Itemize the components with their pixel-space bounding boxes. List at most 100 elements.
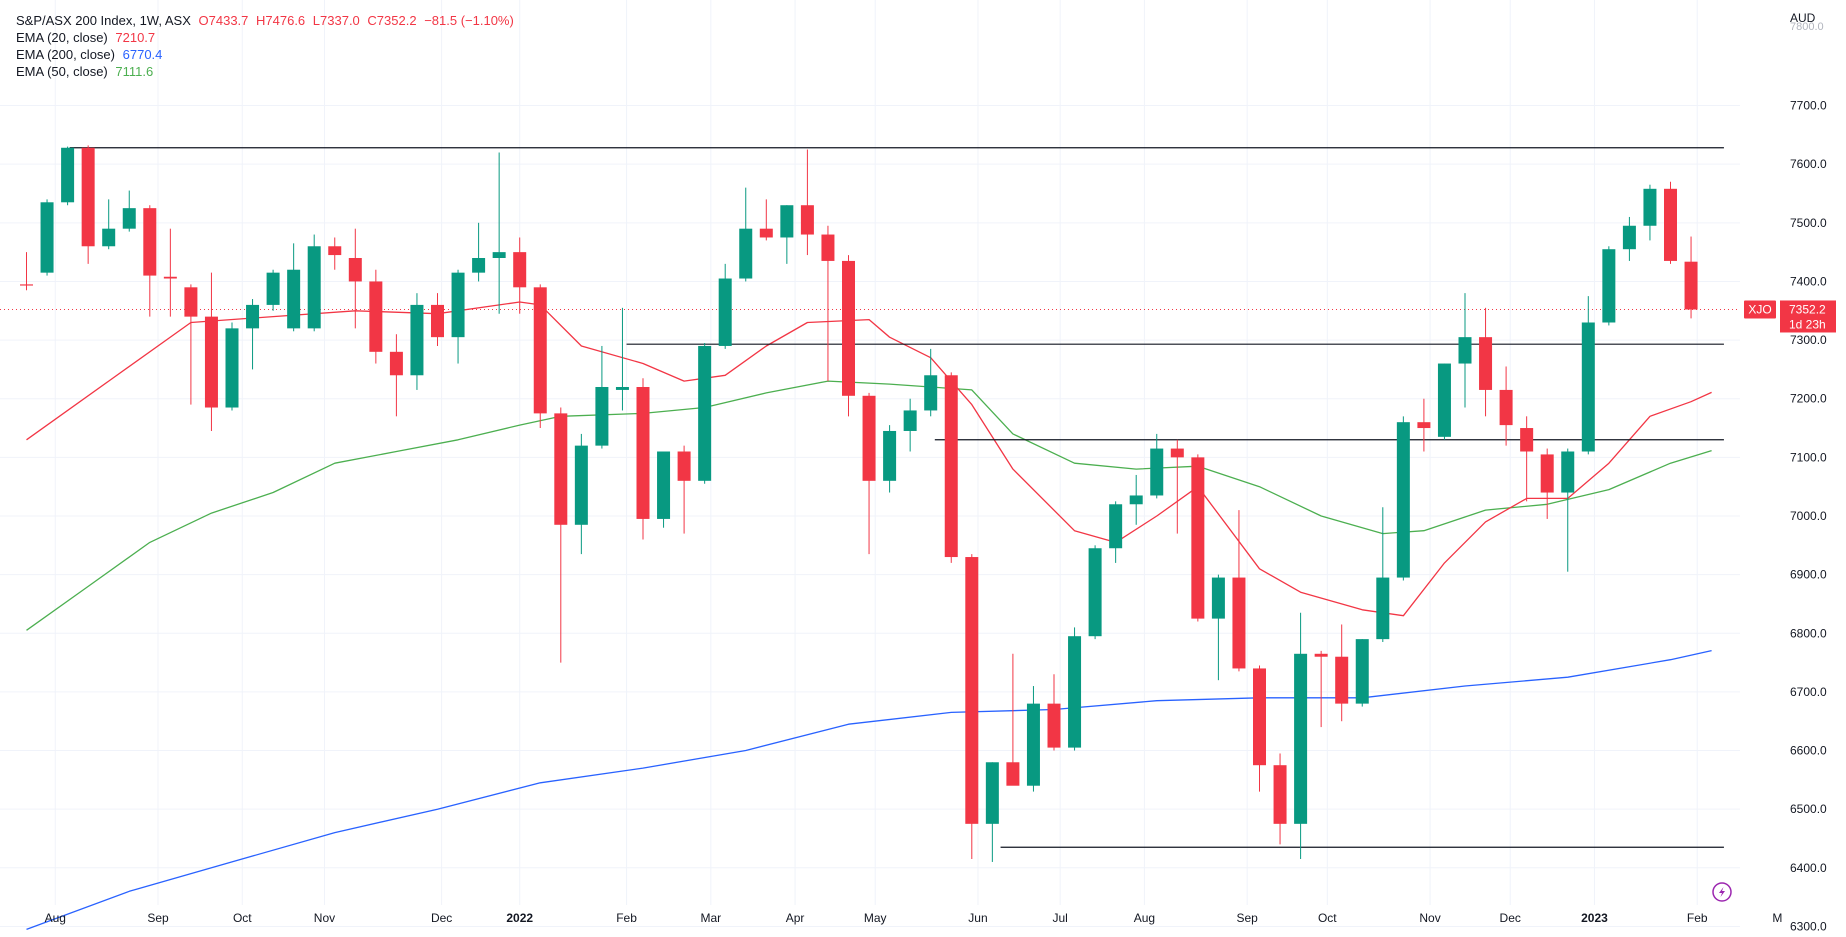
- candle-body: [1479, 337, 1493, 390]
- candle: [698, 343, 712, 484]
- candle-body: [1211, 577, 1225, 619]
- candle: [1273, 753, 1287, 845]
- candle: [225, 322, 239, 411]
- candle-body: [184, 287, 198, 317]
- candle: [451, 269, 465, 364]
- candle-body: [369, 281, 383, 352]
- candle-body: [492, 252, 506, 258]
- time-tick: Nov: [1419, 911, 1440, 925]
- candle: [1664, 181, 1677, 264]
- candle: [1006, 653, 1020, 786]
- candle: [615, 307, 629, 411]
- candle: [924, 348, 938, 417]
- legend-symbol-row[interactable]: S&P/ASX 200 Index, 1W, ASX O7433.7 H7476…: [16, 12, 514, 29]
- price-tick: 7000.0: [1790, 509, 1827, 523]
- time-tick: Feb: [616, 911, 637, 925]
- candle-body: [246, 304, 260, 329]
- legend-ema20-row[interactable]: EMA (20, close) 7210.7: [16, 29, 514, 46]
- candle-body: [204, 316, 218, 408]
- candle-body: [1129, 495, 1143, 505]
- candle-body: [636, 386, 650, 519]
- candle-body: [1314, 653, 1328, 657]
- candle-body: [1602, 249, 1616, 323]
- candle: [287, 243, 301, 332]
- candle-body: [40, 202, 54, 273]
- candle-body: [595, 386, 609, 446]
- candle-body: [739, 228, 753, 279]
- candle: [1211, 574, 1225, 681]
- candle-body: [225, 328, 239, 408]
- candle-body: [1150, 448, 1164, 496]
- candle: [636, 378, 650, 540]
- candle-body: [1294, 653, 1308, 824]
- legend-ema200-row[interactable]: EMA (200, close) 6770.4: [16, 46, 514, 63]
- lightning-icon[interactable]: [1712, 882, 1732, 902]
- candle: [40, 199, 54, 276]
- ema200-line: [26, 649, 1712, 931]
- time-tick: Dec: [1500, 911, 1521, 925]
- time-tick: Sep: [147, 911, 169, 925]
- candle: [102, 199, 116, 250]
- candle: [883, 425, 897, 493]
- candle-body: [985, 762, 999, 824]
- candle: [780, 205, 794, 264]
- candle-body: [122, 208, 136, 229]
- price-tick-partial: 7800.0: [1790, 21, 1824, 33]
- candle-body: [944, 375, 958, 558]
- candle-body: [1664, 188, 1677, 261]
- candle: [61, 146, 75, 206]
- candle-body: [61, 147, 75, 203]
- time-tick: Jun: [968, 911, 987, 925]
- time-axis[interactable]: Aug Sep Oct Nov Dec 2022 Feb Mar Apr May Jun Jul Aug…: [45, 911, 1783, 925]
- last-price-badge: [1780, 300, 1836, 333]
- candle-body: [903, 410, 917, 431]
- candle-body: [1540, 454, 1554, 493]
- candle: [122, 190, 136, 232]
- candle: [1540, 448, 1554, 519]
- candle-body: [924, 375, 938, 411]
- ema50-value: 7111.6: [115, 64, 154, 79]
- time-tick: Nov: [314, 911, 335, 925]
- candle: [944, 372, 958, 563]
- candle: [821, 225, 835, 382]
- candle: [1684, 236, 1698, 319]
- candle: [246, 299, 260, 370]
- candle-body: [1355, 639, 1369, 704]
- candle-body: [1561, 451, 1575, 493]
- candle-body: [328, 246, 342, 256]
- time-tick: Dec: [431, 911, 452, 925]
- symbol-title: S&P/ASX 200 Index, 1W, ASX: [16, 13, 191, 28]
- legend-close: C7352.2: [367, 13, 417, 28]
- price-tick: 6400.0: [1790, 861, 1827, 875]
- candle-body: [1643, 188, 1657, 226]
- ema200-value: 6770.4: [122, 47, 163, 62]
- candle-body: [513, 252, 527, 288]
- candle-body: [81, 147, 95, 247]
- candle-body: [718, 278, 732, 346]
- candle: [1417, 398, 1431, 452]
- candle: [677, 445, 691, 534]
- legend-ema50-row[interactable]: EMA (50, close) 7111.6: [16, 63, 514, 80]
- candle-body: [1109, 504, 1123, 549]
- time-tick: Mar: [700, 911, 721, 925]
- ema50-line: [26, 380, 1712, 631]
- time-tick: M: [1772, 911, 1782, 925]
- candle: [1622, 216, 1636, 261]
- candle: [328, 237, 342, 270]
- ema50-line-group: [26, 380, 1712, 631]
- candle: [862, 392, 876, 555]
- candle-body: [759, 228, 773, 238]
- candle-body: [677, 451, 691, 481]
- candle: [1355, 639, 1369, 707]
- candle-body: [554, 413, 568, 525]
- time-tick: May: [864, 911, 887, 925]
- price-tick: 6300.0: [1790, 919, 1827, 933]
- candle: [1068, 627, 1082, 751]
- candles: [20, 145, 1698, 862]
- candle-body: [1437, 363, 1451, 437]
- candle: [1150, 433, 1164, 499]
- candle: [718, 263, 732, 349]
- price-tick: 6900.0: [1790, 568, 1827, 582]
